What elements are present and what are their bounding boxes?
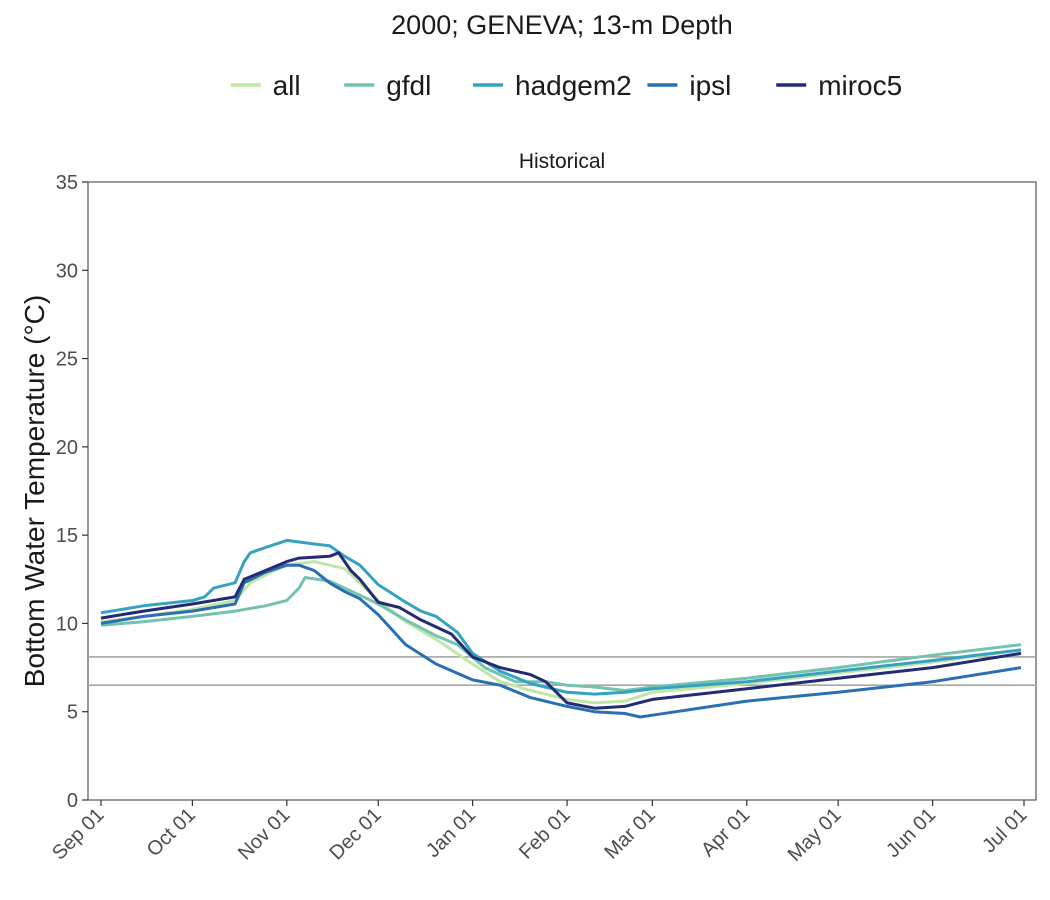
- y-tick-label: 25: [56, 349, 78, 371]
- y-tick-label: 10: [56, 613, 78, 635]
- x-tick-label: Nov 01: [234, 804, 294, 864]
- x-tick-label: Oct 01: [143, 804, 200, 861]
- y-axis: 0 5 10 15 20 25 30 35: [56, 172, 88, 812]
- y-tick-label: 5: [67, 702, 78, 724]
- y-axis-label: Bottom Water Temperature (°C): [19, 295, 50, 687]
- series-line-hadgem2: [100, 538, 1022, 696]
- legend: all gfdl hadgem2 ipsl miroc5: [230, 70, 902, 101]
- y-tick-label: 15: [56, 525, 78, 547]
- legend-label-all: all: [273, 70, 301, 101]
- x-axis: Sep 01 Oct 01 Nov 01 Dec 01 Jan 01 Feb 01 Mar …: [48, 800, 1032, 866]
- x-tick-label: Apr 01: [697, 804, 754, 861]
- series-line-all: [100, 560, 1022, 705]
- x-tick-label: Feb 01: [515, 804, 575, 864]
- x-tick-label: Dec 01: [325, 804, 385, 864]
- legend-label-hadgem2: hadgem2: [515, 70, 632, 101]
- series-line-gfdl: [100, 576, 1022, 692]
- x-tick-label: May 01: [784, 804, 846, 866]
- x-tick-label: Jan 01: [422, 804, 480, 862]
- x-tick-label: Jul 01: [978, 804, 1031, 857]
- y-tick-label: 0: [67, 790, 78, 812]
- y-tick-label: 30: [56, 260, 78, 282]
- x-tick-label: Sep 01: [48, 804, 108, 864]
- legend-label-miroc5: miroc5: [818, 70, 902, 101]
- x-tick-label: Mar 01: [600, 804, 660, 864]
- legend-label-ipsl: ipsl: [689, 70, 731, 101]
- series-line-miroc5: [100, 551, 1022, 710]
- x-tick-label: Jun 01: [882, 804, 940, 862]
- series-lines: [100, 538, 1022, 719]
- plot-panel: [87, 181, 1037, 801]
- y-tick-label: 20: [56, 437, 78, 459]
- y-tick-label: 35: [56, 172, 78, 194]
- series-line-ipsl: [100, 563, 1022, 719]
- panel-label: Historical: [519, 150, 605, 173]
- chart-title: 2000; GENEVA; 13-m Depth: [391, 10, 733, 40]
- legend-label-gfdl: gfdl: [386, 70, 431, 101]
